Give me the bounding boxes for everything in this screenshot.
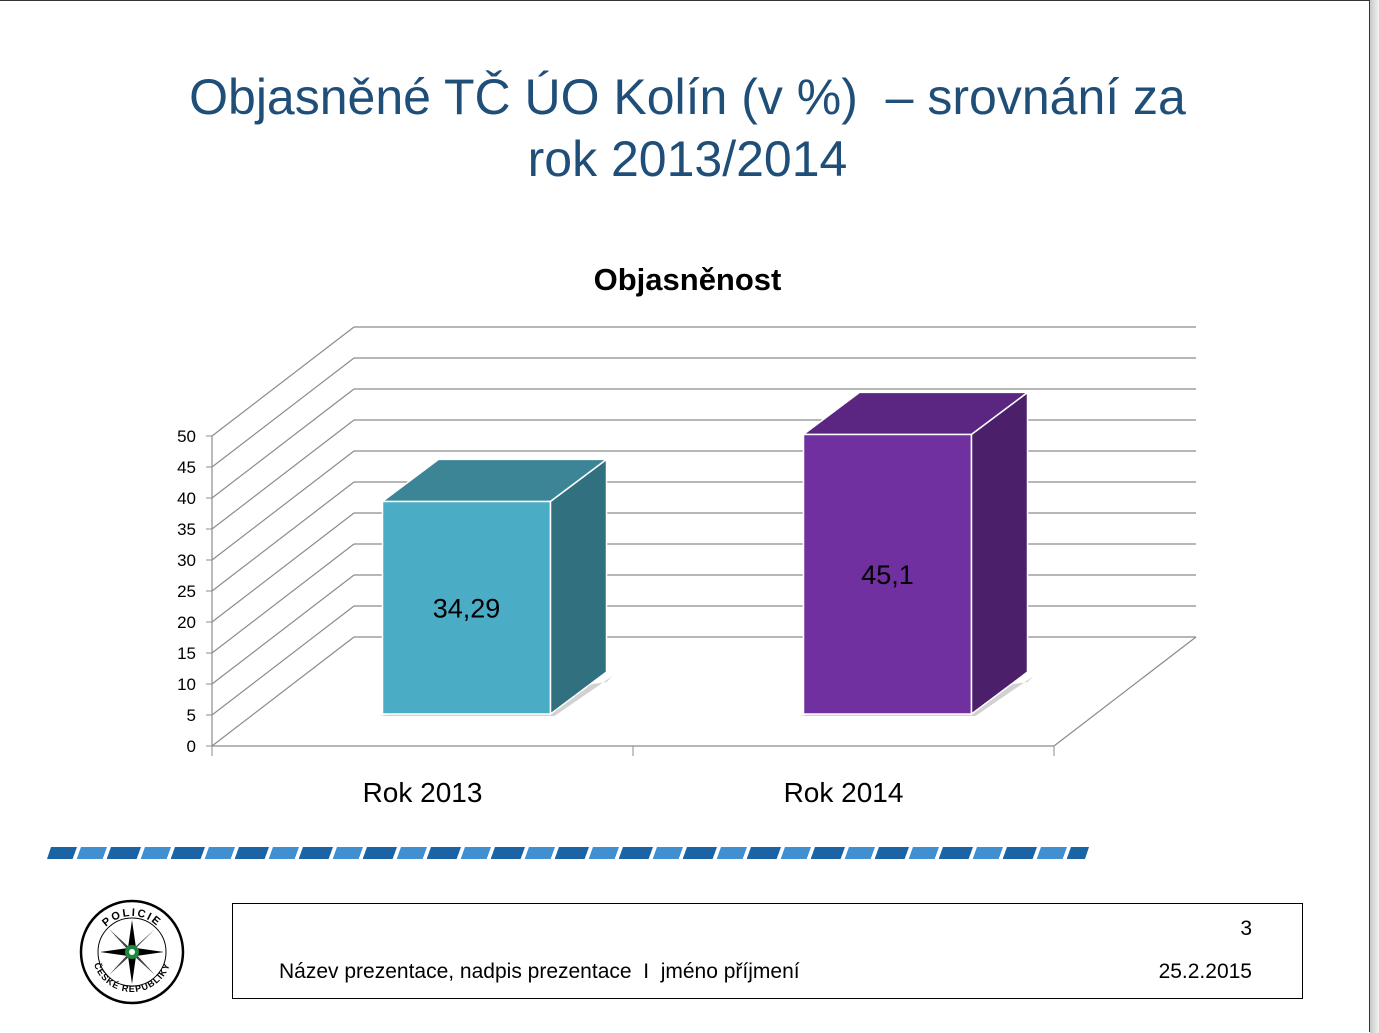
slide-title: Objasněné TČ ÚO Kolín (v %) – srovnání z…: [0, 66, 1375, 190]
page-number: 3: [1240, 917, 1252, 940]
side-gridline: [211, 512, 355, 623]
y-tick-label: 30: [177, 551, 196, 570]
footer-box: 3 Název prezentace, nadpis prezentace I …: [232, 903, 1303, 999]
side-gridline: [211, 636, 355, 747]
bar-front-2: [802, 433, 973, 715]
side-gridline: [211, 450, 355, 561]
y-tick-label: 20: [177, 613, 196, 632]
side-gridline: [211, 326, 355, 437]
y-tick-label: 35: [177, 520, 196, 539]
x-category-label-2: Rok 2014: [784, 777, 904, 808]
slide-shadow: [1370, 0, 1379, 1033]
y-tick-label: 40: [177, 489, 196, 508]
side-gridline: [211, 388, 355, 499]
bar-side-1: [549, 457, 608, 716]
y-tick-label: 5: [187, 706, 196, 725]
side-gridline: [211, 543, 355, 654]
side-gridline: [211, 357, 355, 468]
y-tick-label: 25: [177, 582, 196, 601]
slide-title-line-2: rok 2013/2014: [527, 131, 848, 187]
footer-date: 25.2.2015: [1158, 960, 1252, 983]
bar-top-1: [380, 458, 609, 503]
y-tick-label: 45: [177, 458, 196, 477]
x-category-label-1: Rok 2013: [363, 777, 483, 808]
bar-side-2: [970, 390, 1029, 716]
y-tick-label: 50: [177, 427, 196, 446]
footer-text: Název prezentace, nadpis prezentace I jm…: [279, 960, 800, 983]
chart-title: Objasněnost: [593, 262, 782, 297]
bar-value-label-2: 45,1: [861, 560, 914, 590]
bar-value-label-1: 34,29: [433, 594, 501, 624]
side-gridline: [211, 574, 355, 685]
y-tick-label: 15: [177, 644, 196, 663]
side-gridline: [211, 481, 355, 592]
side-gridline: [211, 419, 355, 530]
police-emblem-icon: POLICIE ČESKÉ REPUBLIKY: [79, 899, 185, 1005]
side-gridline: [211, 605, 355, 716]
compass-star-icon: [100, 920, 164, 984]
floor-edge: [212, 636, 1197, 747]
y-tick-label: 10: [177, 675, 196, 694]
y-tick-label: 0: [187, 737, 196, 756]
slide-title-line-1: Objasněné TČ ÚO Kolín (v %) – srovnání z…: [189, 69, 1186, 125]
bar-top-2: [801, 391, 1030, 436]
decorative-stripe: [47, 847, 1089, 859]
